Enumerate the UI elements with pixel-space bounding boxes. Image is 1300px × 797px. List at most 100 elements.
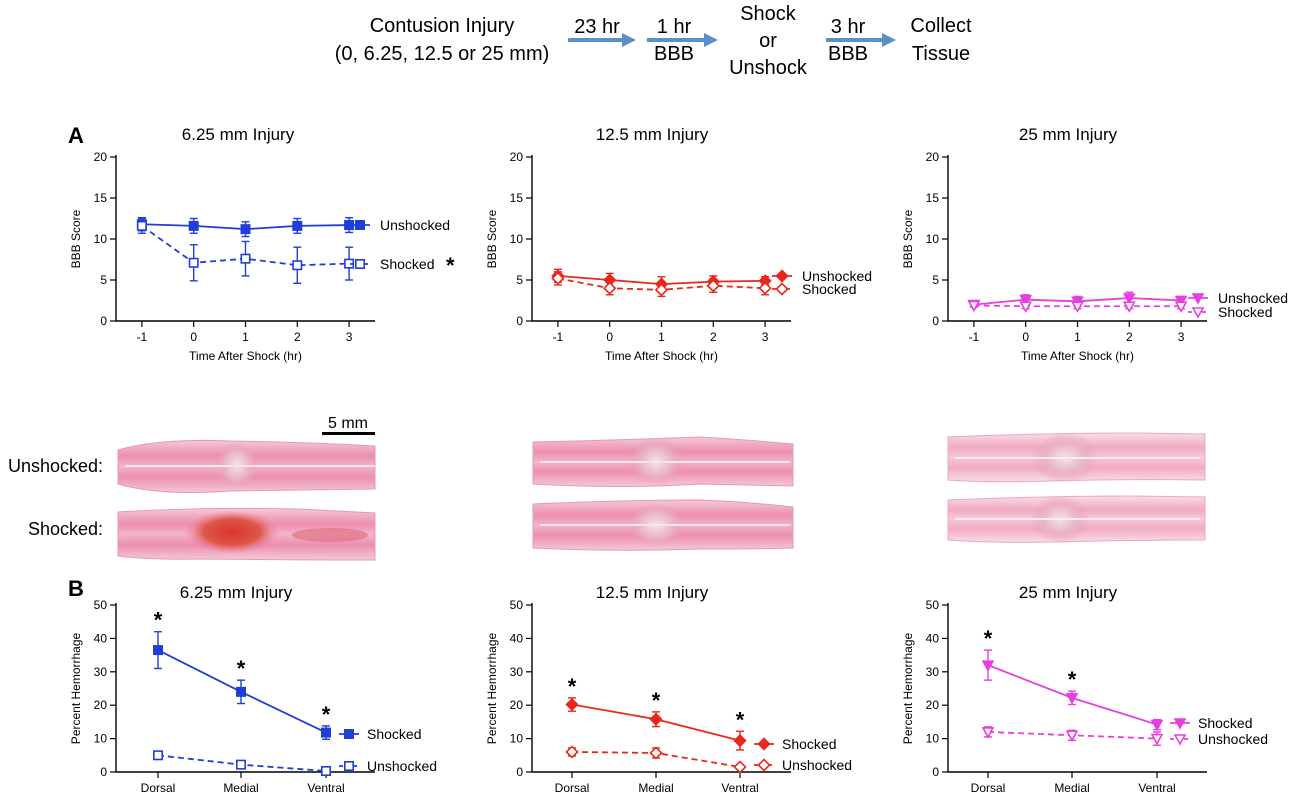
data-point (1071, 301, 1084, 313)
x-tick-label: Dorsal (141, 781, 176, 795)
data-point (292, 220, 303, 231)
legend-entry: Shocked (339, 726, 421, 742)
legend-label: Unshocked (380, 217, 450, 233)
legend-marker (343, 728, 354, 739)
y-axis-label: BBB Score (901, 209, 915, 268)
data-point (603, 281, 617, 295)
x-axis-label: Time After Shock (hr) (189, 349, 302, 363)
data-point (188, 257, 199, 268)
y-tick-label: 20 (510, 698, 524, 712)
legend-entry: Shocked (772, 281, 856, 297)
y-tick-label: 20 (94, 698, 108, 712)
y-tick-label: 10 (926, 732, 940, 746)
chart-hemorrhage-25mm: 25 mm Injury 0 10 20 30 40 50 Dorsal Medial Ventr… (901, 583, 1268, 795)
workflow-shock-line1: Shock (740, 3, 797, 25)
workflow-arrow-3 (826, 33, 896, 47)
y-tick-label: 0 (516, 765, 523, 779)
y-tick-label: 20 (926, 150, 940, 164)
significance-star: * (652, 688, 661, 713)
data-point (1174, 295, 1188, 308)
row-label-unshocked: Unshocked: (8, 456, 103, 476)
legend-entry: Shocked (1170, 715, 1252, 731)
x-tick-label: 0 (1022, 330, 1029, 344)
y-tick-label: 0 (100, 314, 107, 328)
y-tick-label: 30 (94, 665, 108, 679)
data-point (1065, 693, 1079, 705)
y-tick-label: 10 (510, 732, 524, 746)
chart-title: 12.5 mm Injury (596, 125, 709, 144)
data-point (136, 220, 147, 231)
y-tick-label: 10 (926, 232, 940, 246)
y-tick-label: 10 (510, 232, 524, 246)
series-shocked (967, 300, 1188, 313)
legend-label: Unshocked (802, 268, 872, 284)
y-axis-label: Percent Hemorrhage (485, 632, 499, 744)
significance-star: * (568, 674, 577, 699)
chart-hemorrhage-12-5mm: 12.5 mm Injury 0 10 20 30 40 50 Dorsal Medial Ven… (485, 583, 852, 795)
y-tick-label: 5 (932, 273, 939, 287)
data-point (1122, 293, 1136, 305)
legend-label: Unshocked (367, 758, 437, 774)
data-point (1019, 301, 1033, 313)
legend-marker (1191, 293, 1205, 305)
legend-label: Shocked (380, 256, 434, 272)
data-point (240, 224, 251, 235)
legend-marker (757, 737, 771, 751)
significance-star: * (322, 702, 331, 727)
y-tick-label: 5 (100, 273, 107, 287)
x-tick-label: Medial (223, 781, 258, 795)
legend-entry: Unshocked (1170, 731, 1268, 747)
data-point (565, 697, 579, 712)
series-unshocked (136, 216, 355, 238)
x-tick-label: 0 (606, 330, 613, 344)
legend-entry: Unshocked (754, 757, 852, 773)
legend-label: Unshocked (1218, 290, 1288, 306)
workflow-arrow2-bottom-label: BBB (654, 43, 694, 65)
series-unshocked (967, 291, 1188, 312)
legend-entry: Unshocked (772, 268, 872, 284)
legend-label: Shocked (782, 736, 836, 752)
y-tick-label: 5 (516, 273, 523, 287)
x-tick-label: 3 (346, 330, 353, 344)
y-tick-label: 0 (932, 765, 939, 779)
significance-star: * (237, 656, 246, 681)
workflow-collect-line1: Collect (910, 15, 972, 37)
chart-title: 25 mm Injury (1019, 583, 1118, 602)
scale-bar: 5 mm (322, 415, 375, 435)
legend-label: Shocked (1198, 715, 1252, 731)
workflow-injury-line1: Contusion Injury (370, 15, 515, 37)
x-tick-label: 1 (658, 330, 665, 344)
data-point (1150, 733, 1164, 746)
significance-star: * (446, 253, 455, 278)
legend-label: Unshocked (782, 757, 852, 773)
chart-bbb-12-5mm: 12.5 mm Injury 0 5 10 15 20 -1 0 1 2 3 BBB Score Tim… (485, 125, 872, 363)
x-axis-label: Time After Shock (hr) (1021, 349, 1134, 363)
y-tick-label: 30 (510, 665, 524, 679)
data-point (733, 760, 747, 774)
chart-title: 25 mm Injury (1019, 125, 1118, 144)
series-unshocked (981, 726, 1164, 746)
tissue-section-25-shocked (947, 495, 1206, 543)
x-tick-label: Dorsal (555, 781, 590, 795)
series-shocked: * * * (565, 674, 747, 751)
chart-bbb-6-25mm: 6.25 mm Injury 0 5 10 15 20 -1 0 1 2 3 BBB Score Tim… (69, 125, 455, 363)
legend-marker (343, 760, 354, 771)
legend-label: Shocked (802, 281, 856, 297)
chart-title: 12.5 mm Injury (596, 583, 709, 602)
y-axis-label: Percent Hemorrhage (901, 632, 915, 744)
tissue-section-6-25-shocked (117, 507, 376, 561)
x-tick-label: Dorsal (971, 781, 1006, 795)
data-point (981, 660, 995, 672)
x-tick-label: Ventral (721, 781, 758, 795)
x-tick-label: -1 (553, 330, 564, 344)
workflow-arrow1-label: 23 hr (574, 16, 620, 38)
significance-star: * (984, 626, 993, 651)
data-point (706, 279, 720, 293)
data-point (967, 300, 981, 313)
legend-entry: Unshocked (1188, 290, 1288, 306)
data-point (649, 712, 663, 726)
workflow-shock-line3: Unshock (729, 57, 808, 79)
data-point (240, 253, 251, 264)
legend-label: Shocked (367, 726, 421, 742)
